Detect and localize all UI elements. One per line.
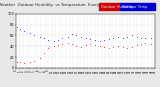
Point — [94, 45, 97, 46]
Point — [23, 30, 26, 32]
Point — [70, 34, 73, 35]
Point — [70, 43, 73, 45]
Point — [33, 35, 35, 36]
Point — [126, 36, 129, 37]
Point — [136, 45, 138, 46]
Point — [38, 57, 41, 59]
Point — [19, 28, 21, 30]
Point — [108, 38, 111, 39]
Point — [136, 36, 138, 37]
Point — [98, 40, 101, 42]
Point — [150, 37, 152, 38]
Text: Outdoor Temp: Outdoor Temp — [122, 5, 147, 9]
Point — [16, 27, 19, 28]
Point — [130, 35, 133, 36]
Point — [80, 47, 83, 48]
Point — [88, 38, 91, 39]
Point — [140, 43, 143, 45]
Point — [80, 36, 83, 37]
Point — [47, 39, 49, 41]
Point — [29, 32, 31, 33]
Point — [130, 47, 133, 48]
Point — [16, 62, 19, 63]
Point — [94, 39, 97, 41]
Point — [61, 37, 63, 39]
Point — [144, 37, 147, 39]
Point — [75, 46, 77, 47]
Text: Outdoor Humidity: Outdoor Humidity — [101, 5, 133, 9]
Point — [52, 40, 55, 42]
Point — [150, 43, 152, 45]
Point — [43, 52, 45, 53]
Point — [61, 43, 63, 45]
Point — [66, 36, 69, 37]
Point — [38, 36, 41, 37]
Point — [122, 47, 124, 48]
Point — [116, 46, 119, 47]
Point — [75, 35, 77, 36]
Point — [122, 37, 124, 38]
Point — [102, 39, 105, 41]
Point — [144, 42, 147, 44]
Point — [84, 45, 87, 46]
Point — [140, 37, 143, 38]
Point — [98, 46, 101, 47]
Point — [33, 61, 35, 62]
Point — [108, 48, 111, 49]
Point — [112, 37, 115, 38]
Point — [23, 62, 26, 64]
Point — [126, 48, 129, 49]
Point — [102, 47, 105, 48]
Point — [19, 62, 21, 63]
Point — [112, 47, 115, 48]
Point — [88, 43, 91, 45]
Point — [84, 37, 87, 38]
Point — [66, 42, 69, 44]
Point — [56, 39, 59, 41]
Point — [116, 36, 119, 37]
Text: Milwaukee Weather  Outdoor Humidity  vs Temperature  Every 5 Minutes: Milwaukee Weather Outdoor Humidity vs Te… — [0, 3, 119, 7]
Point — [29, 62, 31, 63]
Point — [47, 48, 49, 49]
Point — [43, 37, 45, 39]
Point — [56, 45, 59, 46]
Point — [52, 46, 55, 47]
